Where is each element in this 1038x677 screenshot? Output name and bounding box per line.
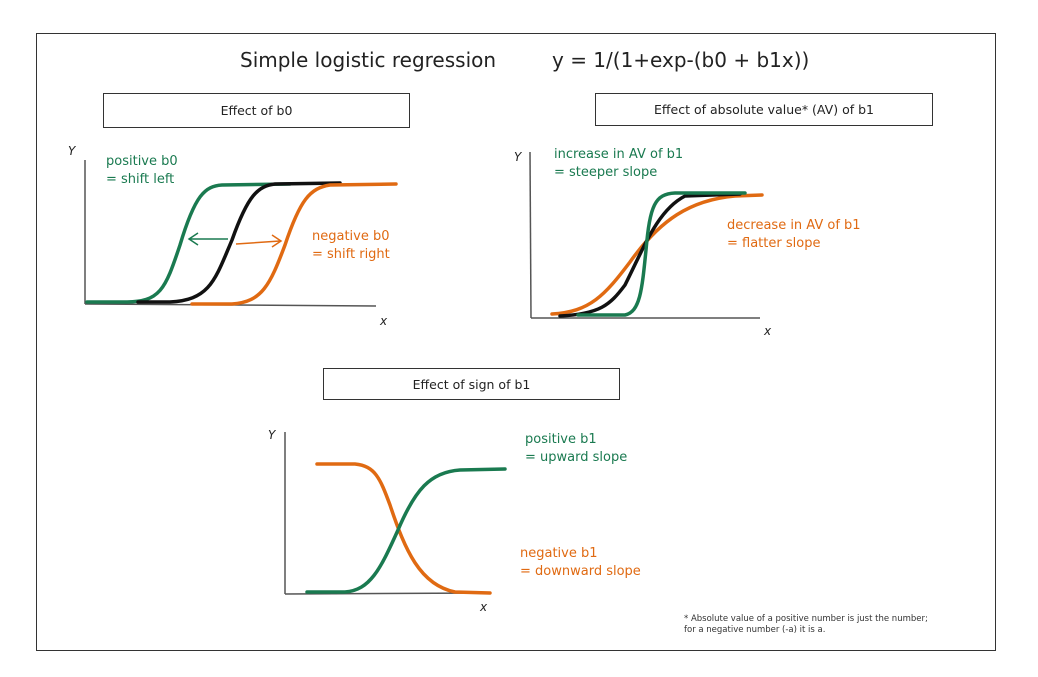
p3-green-label: positive b1 = upward slope: [525, 431, 627, 467]
panel-b0-header-text: Effect of b0: [220, 103, 293, 118]
p1-x-label: x: [380, 314, 388, 328]
p1-black-curve: [136, 181, 342, 304]
footnote-line2: for a negative number (-a) it is a.: [684, 625, 826, 635]
p2-orange-label: decrease in AV of b1 = flatter slope: [727, 217, 861, 253]
p1-green-label: positive b0 = shift left: [106, 153, 178, 189]
p2-orange-curve: [550, 193, 764, 316]
p2-green-label: increase in AV of b1 = steeper slope: [554, 146, 683, 182]
p1-orange-curve: [190, 182, 398, 306]
p3-x-label: x: [480, 600, 488, 614]
p2-green-curve: [576, 191, 747, 317]
p2-orange-label-line2: = flatter slope: [727, 236, 821, 251]
p2-green-label-line1: increase in AV of b1: [554, 147, 684, 162]
p1-left-arrow: [187, 232, 228, 246]
p1-y-label: Y: [68, 144, 76, 158]
p3-orange-label-line2: = downward slope: [520, 564, 641, 579]
p1-orange-label: negative b0 = shift right: [312, 228, 390, 264]
panel-b0-header: Effect of b0: [103, 93, 410, 128]
footnote-line1: * Absolute value of a positive number is…: [684, 614, 928, 624]
p3-y-label: Y: [268, 428, 276, 442]
p1-green-label-line1: positive b0: [106, 154, 178, 169]
p1-green-curve: [85, 182, 292, 304]
panel-sign-header: Effect of sign of b1: [323, 368, 620, 400]
p2-x-label: x: [764, 324, 772, 338]
p1-green-label-line2: = shift left: [106, 172, 175, 187]
p3-green-curve: [305, 467, 507, 594]
p3-green-label-line1: positive b1: [525, 432, 597, 447]
p1-orange-label-line1: negative b0: [312, 229, 390, 244]
p2-y-label: Y: [514, 150, 522, 164]
p3-orange-curve: [315, 462, 492, 595]
footnote: * Absolute value of a positive number is…: [684, 614, 928, 636]
p2-orange-label-line1: decrease in AV of b1: [727, 218, 861, 233]
diagram-title: Simple logistic regression: [240, 48, 497, 72]
p1-right-arrow: [235, 234, 283, 248]
panel-av-header-text: Effect of absolute value* (AV) of b1: [654, 102, 874, 117]
p3-orange-label-line1: negative b1: [520, 546, 598, 561]
p2-green-label-line2: = steeper slope: [554, 165, 658, 180]
panel-sign-header-text: Effect of sign of b1: [412, 376, 531, 392]
diagram-frame: [36, 33, 996, 651]
p2-black-curve: [558, 192, 742, 318]
p2-y-axis: [529, 151, 532, 319]
p3-orange-label: negative b1 = downward slope: [520, 545, 641, 581]
p3-green-label-line2: = upward slope: [525, 450, 628, 465]
panel-av-header: Effect of absolute value* (AV) of b1: [595, 93, 933, 126]
formula: y = 1/(1+exp-(b0 + b1x)): [552, 48, 810, 72]
p1-orange-label-line2: = shift right: [312, 247, 390, 262]
